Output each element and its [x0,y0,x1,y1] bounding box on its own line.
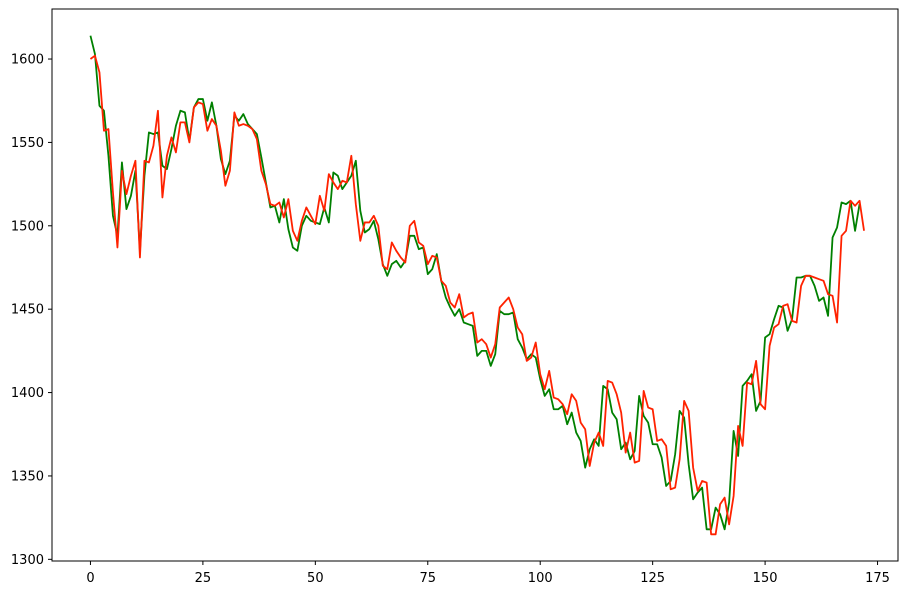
y-axis: 1300 1350 1400 1450 1500 1550 1600 [11,53,52,568]
series-layer [89,35,865,536]
plot-area-frame [51,8,899,562]
y-tick-label: 1350 [11,469,44,484]
x-tick-label: 150 [753,571,778,586]
y-tick-label: 1300 [11,553,44,568]
x-tick-label: 125 [640,571,665,586]
x-tick-label: 75 [420,571,437,586]
x-tick-label: 175 [865,571,890,586]
y-tick-label: 1600 [11,53,44,68]
y-tick-label: 1400 [11,386,44,401]
x-tick-label: 100 [528,571,553,586]
x-axis: 0 25 50 75 100 125 150 175 [86,561,890,586]
y-tick-label: 1550 [11,136,44,151]
series-line-2 [89,54,865,536]
y-tick-label: 1500 [11,219,44,234]
x-tick-label: 0 [86,571,94,586]
x-tick-label: 25 [195,571,212,586]
y-tick-label: 1450 [11,303,44,318]
x-tick-label: 50 [307,571,324,586]
